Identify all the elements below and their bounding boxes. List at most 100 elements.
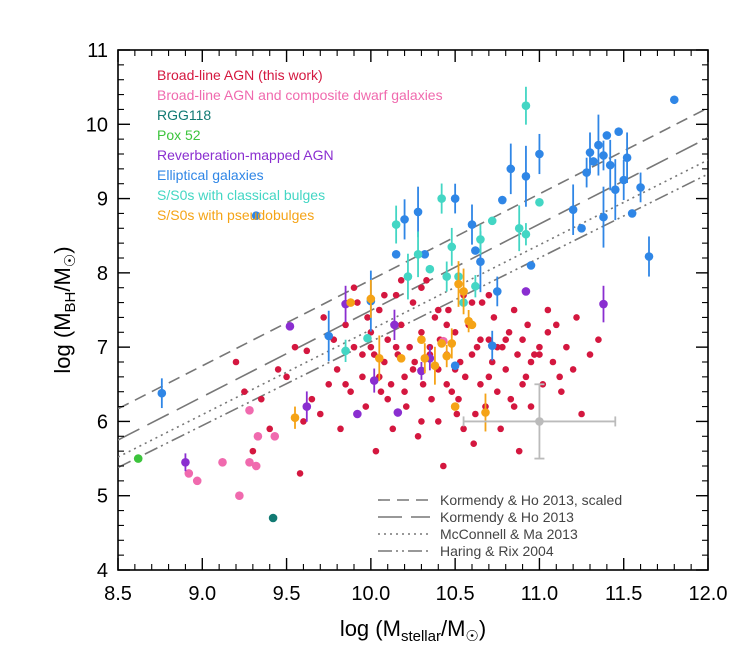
elliptical-point (324, 310, 334, 362)
classical-point (514, 205, 524, 252)
reverberation-point (369, 368, 379, 393)
elliptical-point (251, 211, 261, 220)
pseudo-point (417, 335, 426, 345)
broad_line-marker (461, 373, 469, 381)
elliptical-marker (391, 249, 401, 259)
broad_line-point (470, 440, 477, 448)
elliptical-point (467, 204, 477, 245)
broad_line-marker (499, 343, 506, 351)
broad_line-marker (434, 306, 442, 314)
classical-point (521, 223, 531, 246)
elliptical-marker (589, 157, 598, 166)
broad_line-point (354, 299, 361, 306)
broad_line-marker (478, 299, 486, 306)
broad_line-marker (536, 351, 543, 358)
broad_line-marker (507, 395, 515, 403)
broad_line-point (283, 373, 290, 381)
elliptical-marker (602, 131, 612, 140)
classical-marker (442, 272, 452, 281)
broad_line-marker (451, 328, 459, 336)
elliptical-marker (594, 140, 603, 150)
y-tick-label: 8 (97, 263, 108, 285)
x-tick-label: 9.5 (273, 583, 301, 605)
pseudo-marker (366, 294, 376, 304)
reverberation-marker (599, 299, 608, 309)
classical-marker (341, 346, 350, 356)
broad_line-marker (401, 388, 408, 396)
broad_line-marker (502, 366, 510, 373)
elliptical-marker (506, 164, 516, 174)
broad_line-point (595, 336, 602, 344)
classical-point (535, 197, 544, 207)
broad_line-point (381, 291, 388, 299)
pseudo-point (437, 339, 446, 348)
elliptical-point (599, 186, 608, 248)
broad_line-marker (440, 462, 447, 470)
x-axis-title: log (Mstellar/M☉) (340, 616, 486, 645)
reverberation-marker (181, 457, 190, 467)
x-tick-labels: 8.5 9.0 9.5 10.0 10.5 11.0 11.5 12.0 (104, 583, 727, 605)
broad_line-point (249, 447, 257, 455)
reverberation-point (393, 408, 403, 417)
broad_line-marker (488, 358, 496, 366)
elliptical-marker (636, 183, 645, 192)
broad_line-point (522, 373, 530, 381)
y-axis-title: log (MBH/M☉) (50, 246, 79, 373)
broad_line-marker (502, 336, 510, 344)
broad_line-point (468, 351, 476, 358)
broad_line-point (402, 403, 410, 410)
broad_line-point (544, 306, 552, 314)
broad_line-point (490, 314, 498, 321)
x-tick-label: 11.0 (521, 583, 558, 605)
elliptical-marker (605, 160, 615, 170)
data-points (133, 86, 679, 523)
broad_line-marker (375, 306, 383, 314)
broad_line-point (431, 314, 439, 321)
pseudo-point (374, 335, 384, 382)
broad_line-point (507, 395, 515, 403)
classical-point (471, 275, 480, 298)
classical-point (413, 231, 423, 278)
broad_line-point (350, 284, 358, 292)
broad_line-marker (460, 425, 467, 433)
broad_line-point (350, 343, 358, 351)
broad_line-marker (384, 336, 392, 344)
axis-ticks (117, 49, 709, 571)
y-tick-label: 7 (97, 337, 108, 359)
elliptical-point (582, 157, 591, 188)
elliptical-marker (413, 207, 423, 217)
classical-marker (425, 264, 435, 274)
dwarf-marker (245, 457, 254, 467)
reverberation-point (181, 453, 190, 472)
pseudo-point (450, 402, 460, 411)
dwarf-marker (218, 457, 227, 467)
broad_line-marker (384, 395, 392, 403)
broad_line-point (477, 380, 484, 388)
broad_line-point (527, 358, 535, 366)
dwarf-point (184, 469, 194, 478)
broad_line-point (296, 470, 304, 477)
rgg118-point (268, 513, 278, 523)
broad_line-marker (401, 373, 408, 381)
broad_line-marker (485, 291, 493, 299)
broad_line-marker (490, 314, 498, 321)
broad_line-marker (411, 358, 418, 366)
reverberation-marker (369, 376, 379, 385)
broad_line-point (342, 380, 349, 388)
elliptical-marker (492, 287, 502, 296)
broad_line-point (347, 388, 354, 396)
broad_line-marker (397, 276, 405, 284)
broad_line-point (558, 388, 565, 396)
broad_line-marker (342, 380, 349, 388)
broad_line-point (549, 358, 557, 366)
broad_line-point (291, 343, 299, 351)
classical-point (363, 333, 372, 343)
broad_line-point (418, 328, 425, 336)
broad_line-marker (519, 380, 526, 388)
elliptical-point (614, 127, 623, 137)
reverberation-point (599, 285, 608, 323)
broad_line-marker (303, 347, 311, 355)
elliptical-marker (420, 249, 430, 259)
broad_line-marker (510, 403, 518, 410)
broad_line-point (401, 388, 408, 396)
